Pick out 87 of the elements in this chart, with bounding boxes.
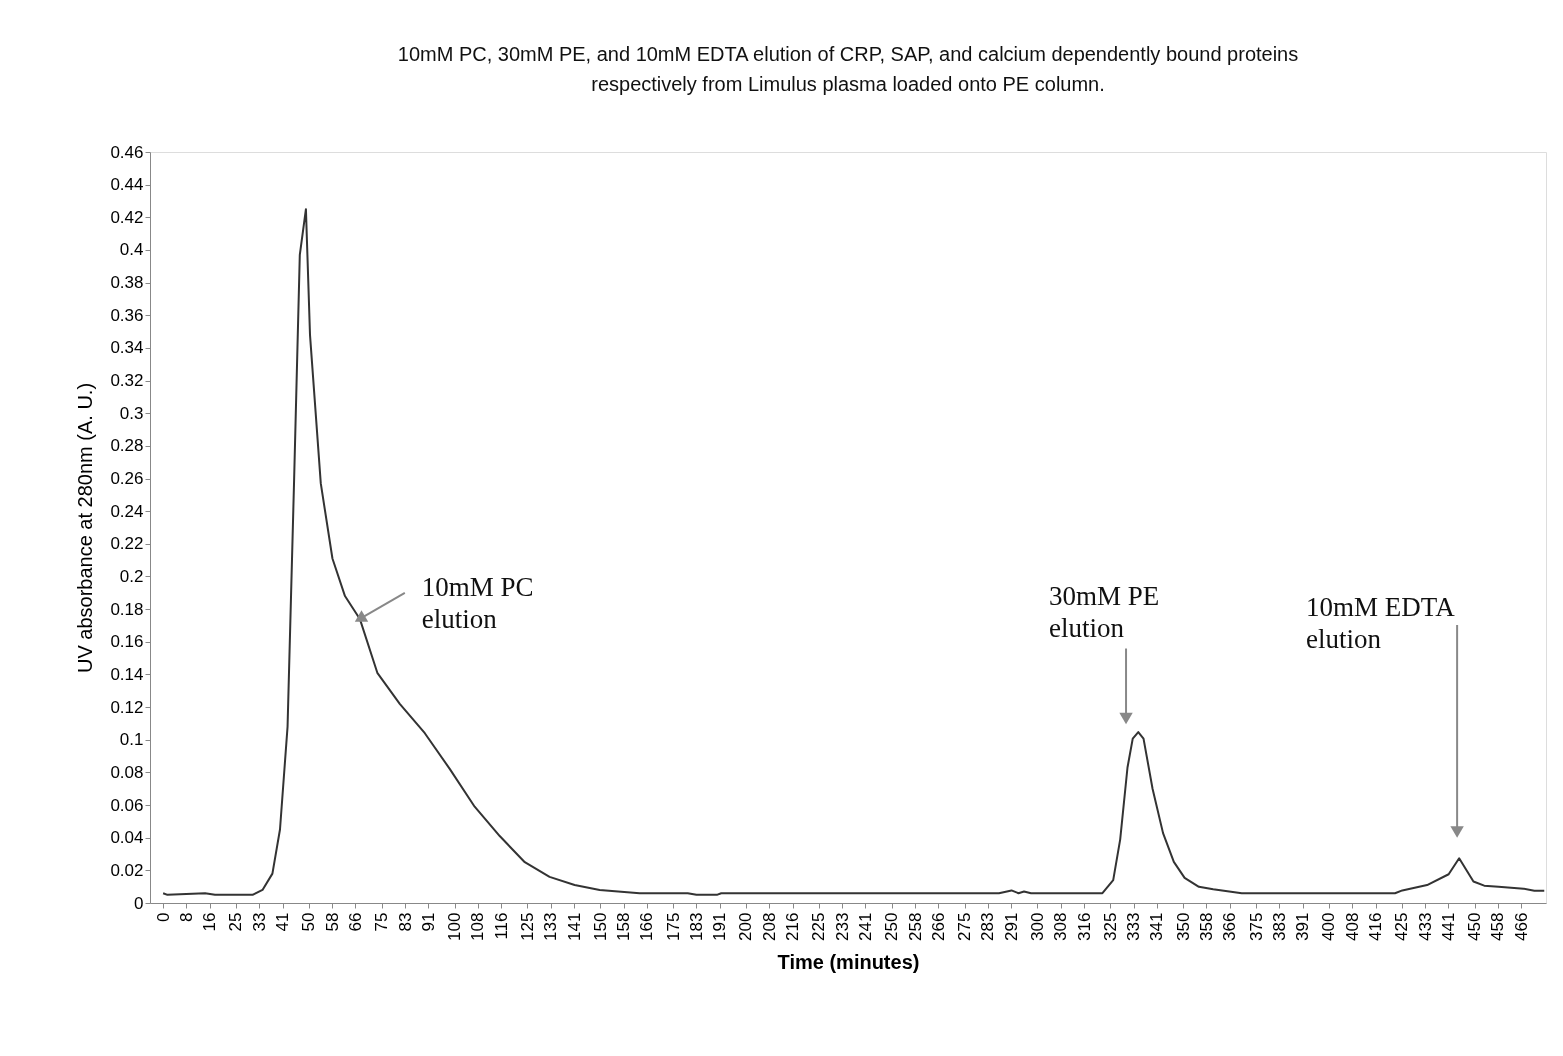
y-tick-label: 0.44 <box>110 175 144 195</box>
x-tick-label: 366 <box>1220 912 1240 941</box>
x-tick-label: 283 <box>978 912 998 941</box>
x-tick-label: 391 <box>1293 912 1313 941</box>
y-tick-label: 0.28 <box>110 436 144 456</box>
x-tick-label: 400 <box>1319 912 1339 941</box>
annotation: 10mM EDTA elution <box>1306 591 1456 654</box>
y-tick-label: 0.32 <box>110 371 144 391</box>
y-tick-label: 0.36 <box>110 305 144 325</box>
x-tick-label: 275 <box>955 912 975 941</box>
x-tick-label: 91 <box>418 912 438 932</box>
x-tick-label: 383 <box>1269 912 1289 941</box>
x-tick-label: 233 <box>832 912 852 941</box>
y-tick-label: 0.14 <box>110 664 144 684</box>
x-tick-label: 150 <box>590 912 610 941</box>
x-tick-label: 75 <box>372 912 392 932</box>
x-tick-label: 375 <box>1246 912 1266 941</box>
x-tick-label: 100 <box>445 912 465 941</box>
y-tick-label: 0.46 <box>110 142 144 162</box>
y-tick-label: 0.4 <box>119 240 144 260</box>
y-axis-title: UV absorbance at 280nm (A. U.) <box>74 382 97 674</box>
x-tick-label: 425 <box>1392 912 1412 941</box>
y-tick-label: 0.34 <box>110 338 144 358</box>
x-tick-label: 250 <box>882 912 902 941</box>
x-tick-label: 50 <box>299 912 319 932</box>
x-tick-label: 125 <box>517 912 537 941</box>
annotation: 30mM PE elution <box>1049 580 1160 643</box>
line-series <box>162 208 1546 896</box>
y-tick-label: 0.1 <box>119 730 144 750</box>
x-tick-label: 116 <box>491 912 511 940</box>
x-tick-label: 41 <box>273 912 293 932</box>
x-tick-label: 266 <box>928 912 948 941</box>
x-tick-label: 416 <box>1366 912 1386 941</box>
x-tick-label: 300 <box>1027 912 1047 941</box>
y-tick-label: 0.08 <box>110 762 144 782</box>
y-tick-label: 0.42 <box>110 207 144 227</box>
x-tick-label: 258 <box>905 912 925 941</box>
x-axis-title: Time (minutes) <box>777 950 920 973</box>
x-tick-label: 241 <box>855 912 875 941</box>
x-tick-label: 325 <box>1100 912 1120 941</box>
x-tick-label: 33 <box>249 912 269 932</box>
x-tick-label: 225 <box>809 912 829 941</box>
x-tick-label: 216 <box>783 912 803 941</box>
x-tick-label: 108 <box>468 912 488 941</box>
x-tick-label: 200 <box>736 912 756 941</box>
x-tick-label: 183 <box>686 912 706 941</box>
x-tick-label: 358 <box>1196 912 1216 941</box>
x-tick-label: 175 <box>663 912 683 941</box>
chart-title: 10mM PC, 30mM PE, and 10mM EDTA elution of CRP, SAP, and calcium dependently bound proteins respectively from Limulus plasma loaded onto PE column. <box>397 43 1299 95</box>
y-tick-label: 0.2 <box>119 566 144 586</box>
y-tick-label: 0.12 <box>110 697 144 717</box>
x-tick-label: 141 <box>564 912 584 941</box>
y-tick-label: 0.02 <box>110 860 144 880</box>
x-tick-label: 166 <box>637 912 657 941</box>
x-tick-label: 350 <box>1173 912 1193 941</box>
x-tick-label: 58 <box>322 912 342 932</box>
x-tick-label: 208 <box>759 912 779 941</box>
annotation: 10mM PC elution <box>421 571 534 634</box>
x-tick-label: 133 <box>541 912 561 941</box>
x-tick-label: 16 <box>200 912 220 932</box>
x-tick-label: 191 <box>710 912 730 941</box>
x-tick-label: 333 <box>1124 912 1144 941</box>
x-tick-label: 66 <box>345 912 365 932</box>
x-tick-label: 408 <box>1342 912 1362 941</box>
x-tick-label: 25 <box>226 912 246 932</box>
y-tick-label: 0.06 <box>110 795 144 815</box>
x-tick-label: 158 <box>614 912 634 941</box>
x-tick-label: 308 <box>1051 912 1071 941</box>
x-tick-label: 83 <box>395 912 415 932</box>
x-tick-label: 433 <box>1415 912 1435 941</box>
y-tick-label: 0.26 <box>110 469 144 489</box>
x-tick-label: 458 <box>1488 912 1508 941</box>
x-tick-label: 341 <box>1147 912 1167 941</box>
y-tick-label: 0.3 <box>119 403 144 423</box>
x-tick-label: 466 <box>1511 912 1531 941</box>
y-tick-label: 0.22 <box>110 534 144 554</box>
x-tick-label: 450 <box>1465 912 1485 941</box>
x-tick-label: 8 <box>176 912 196 922</box>
y-tick-label: 0.38 <box>110 273 144 293</box>
x-tick-label: 0 <box>153 912 173 922</box>
y-tick-label: 0.16 <box>110 632 144 652</box>
y-tick-label: 0.18 <box>110 599 144 619</box>
y-tick-label: 0.04 <box>110 828 144 848</box>
x-tick-label: 316 <box>1074 912 1094 941</box>
y-tick-label: 0.24 <box>110 501 144 521</box>
x-tick-label: 441 <box>1438 912 1458 941</box>
x-tick-label: 291 <box>1001 912 1021 941</box>
